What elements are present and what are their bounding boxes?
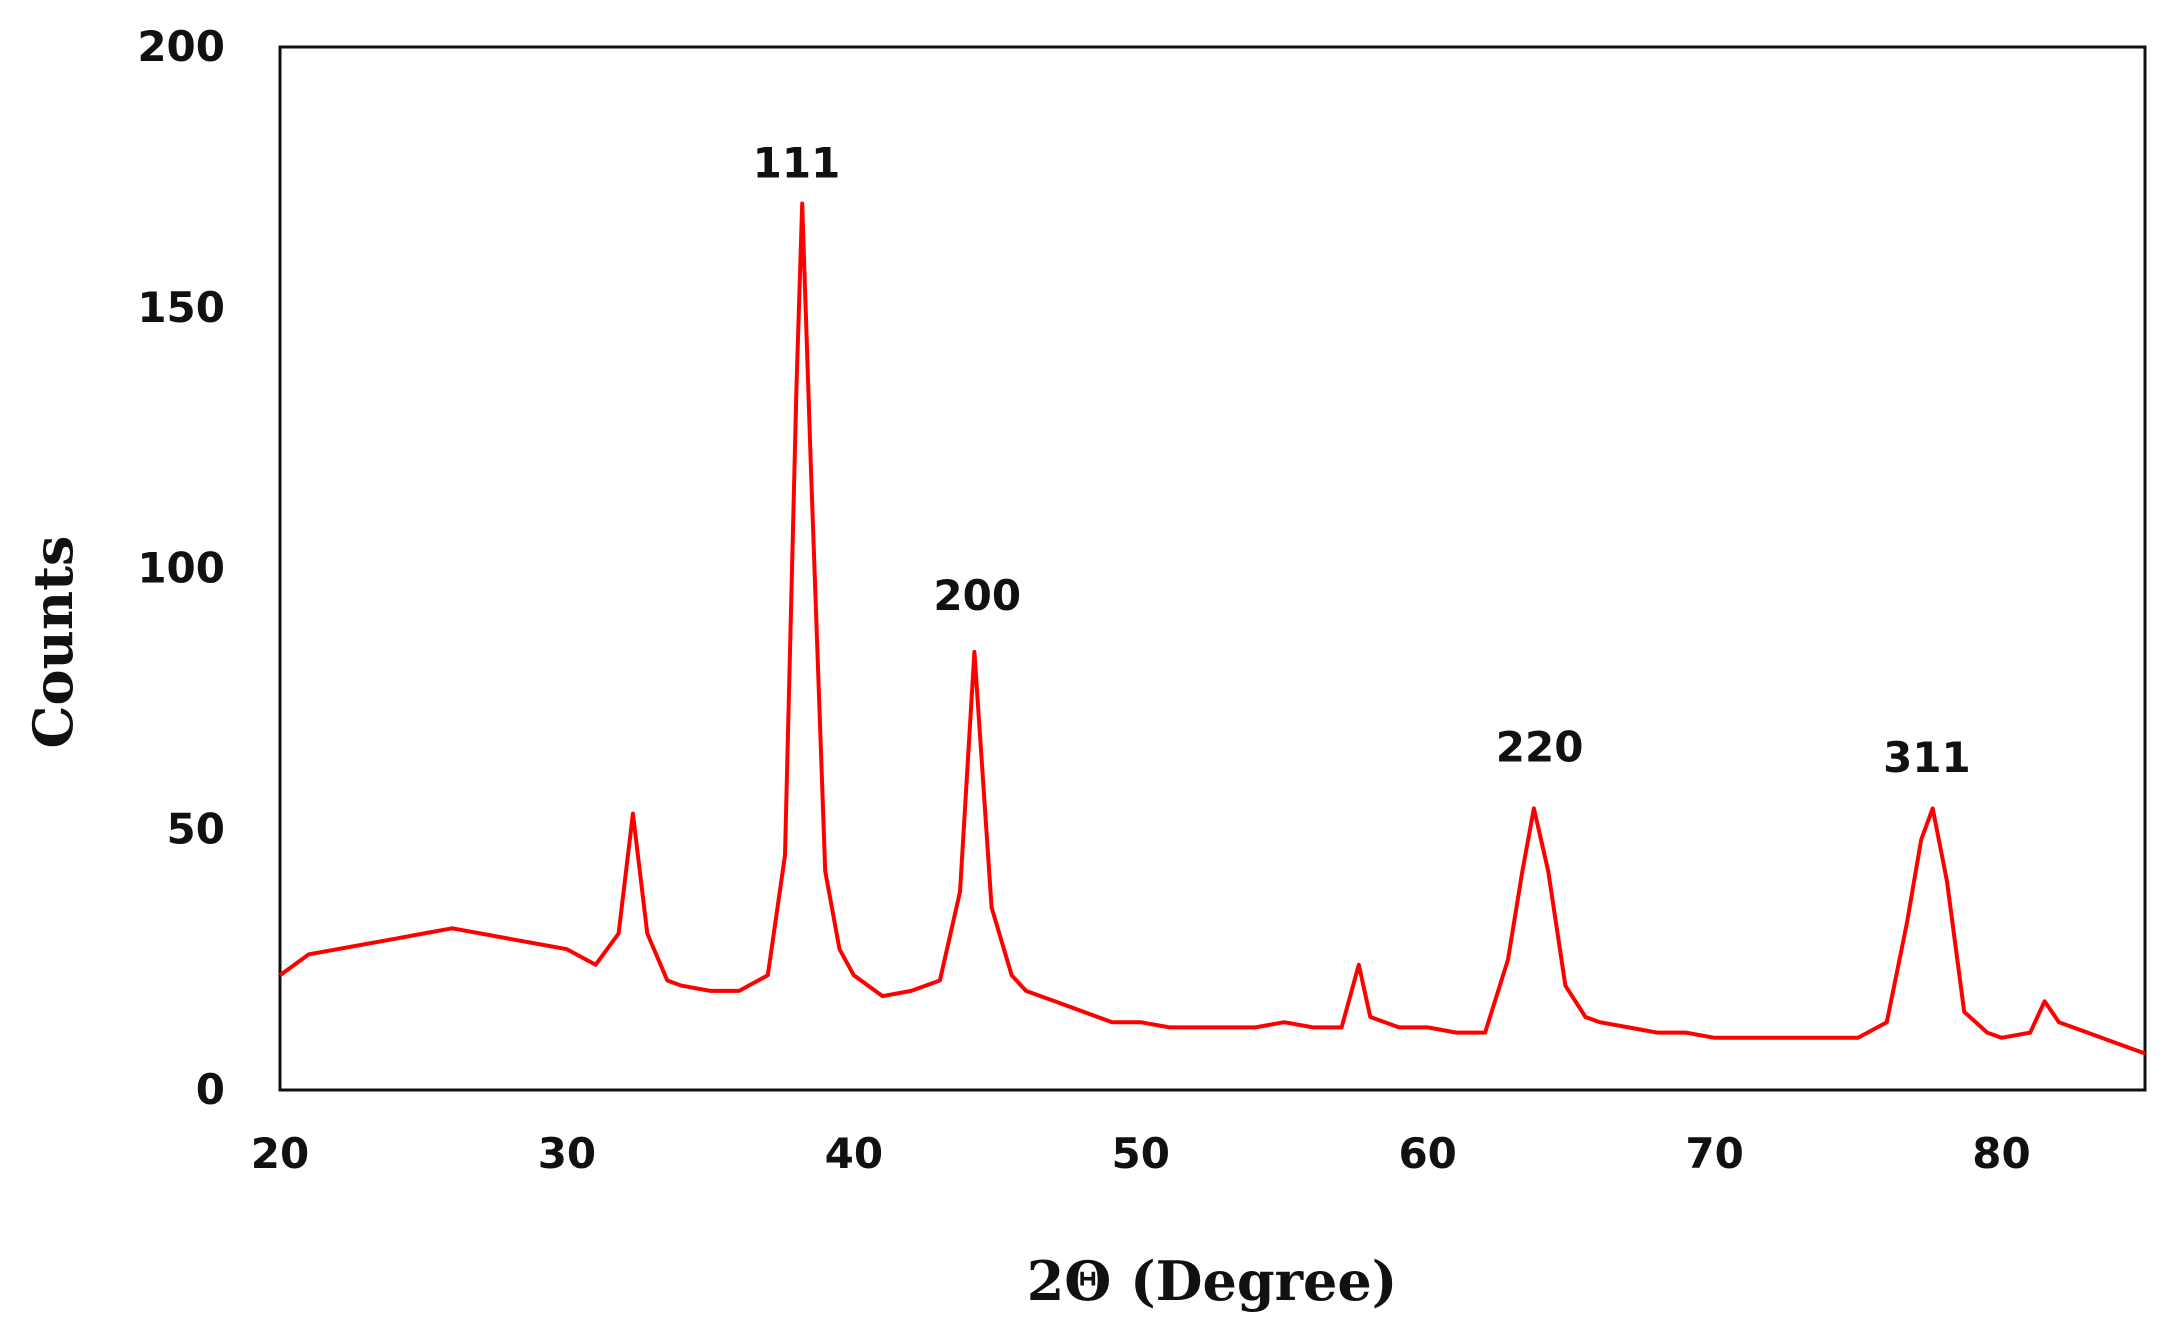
- peak-label-111: 111: [753, 138, 841, 187]
- plot-area-frame: [278, 45, 2147, 1092]
- x-tick-label: 60: [1398, 1129, 1456, 1178]
- y-tick-labels: 0 50 100 150 200: [137, 22, 225, 1114]
- x-tick-label: 50: [1112, 1129, 1170, 1178]
- peak-annotations: 111 200 220 311: [753, 138, 1971, 782]
- peak-label-200: 200: [933, 571, 1021, 620]
- x-tick-labels: 20 30 40 50 60 70 80: [251, 1129, 2031, 1178]
- peak-label-311: 311: [1883, 733, 1971, 782]
- y-tick-label: 50: [167, 804, 225, 853]
- x-axis-title: 2Θ (Degree): [1027, 1249, 1398, 1313]
- peak-label-220: 220: [1496, 722, 1584, 771]
- y-axis-title: Counts: [21, 536, 85, 749]
- series-line-0: [278, 201, 2146, 1056]
- x-tick-label: 20: [251, 1129, 309, 1178]
- x-tick-label: 30: [538, 1129, 596, 1178]
- x-tick-label: 40: [825, 1129, 883, 1178]
- x-tick-label: 70: [1685, 1129, 1743, 1178]
- x-tick-label: 80: [1972, 1129, 2030, 1178]
- y-tick-label: 0: [196, 1065, 225, 1114]
- y-tick-label: 150: [137, 283, 225, 332]
- y-tick-label: 100: [137, 544, 225, 593]
- y-tick-label: 200: [137, 22, 225, 71]
- series-layer: [278, 201, 2146, 1056]
